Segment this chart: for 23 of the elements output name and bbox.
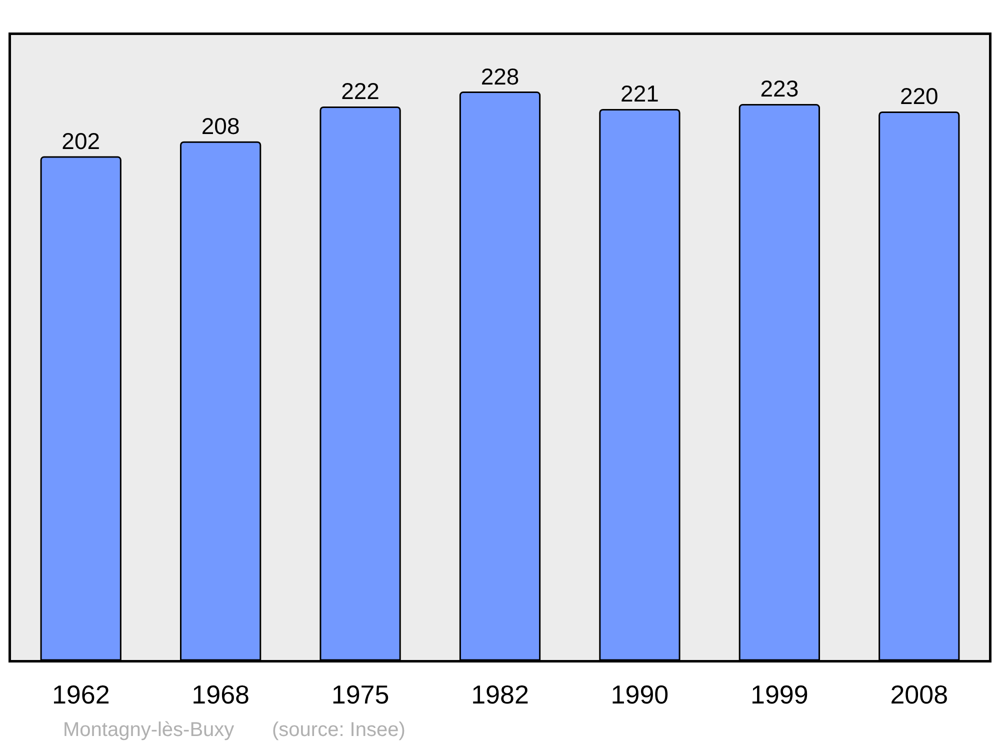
x-tick-label: 1962 xyxy=(52,680,110,710)
data-label: 220 xyxy=(900,83,938,110)
x-tick-label: 1990 xyxy=(610,680,669,710)
x-tick-label: 1999 xyxy=(750,680,808,710)
text: Montagny-lès-Buxy xyxy=(63,719,234,741)
bar xyxy=(320,106,401,660)
bar xyxy=(878,111,960,660)
x-tick-label: 1982 xyxy=(471,680,529,710)
bar xyxy=(738,104,820,660)
data-label: 202 xyxy=(62,128,100,154)
bar xyxy=(40,156,122,660)
x-tick-label: 1968 xyxy=(192,680,250,710)
bar xyxy=(459,92,541,660)
data-label: 223 xyxy=(760,76,799,102)
bar xyxy=(599,108,680,660)
x-tick-label: 1975 xyxy=(331,680,390,710)
bar xyxy=(180,141,262,660)
data-label: 222 xyxy=(341,78,380,104)
text: (source: Insee) xyxy=(272,719,406,741)
x-tick-label: 2008 xyxy=(890,680,948,710)
data-label: 208 xyxy=(201,113,240,140)
data-label: 221 xyxy=(620,80,659,107)
data-label: 228 xyxy=(480,63,520,90)
